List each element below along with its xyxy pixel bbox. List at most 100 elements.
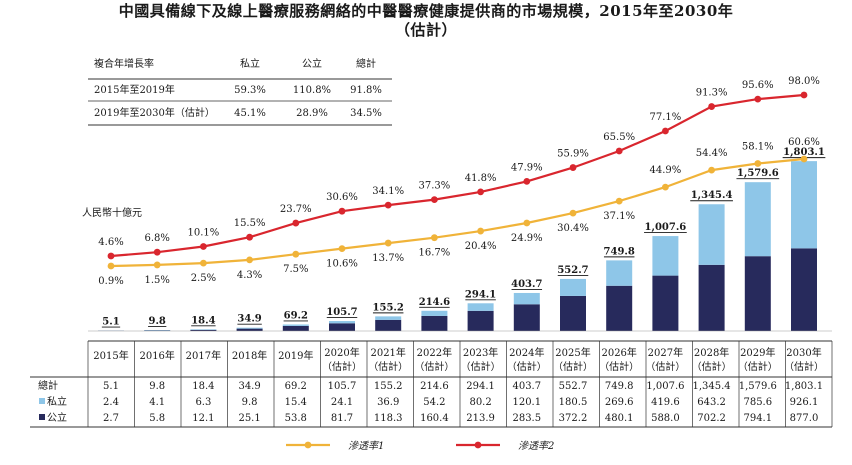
bar-total-label: 1,345.4: [691, 190, 733, 201]
penetration-2-label: 77.1%: [650, 112, 682, 123]
penetration-2-point: [200, 243, 207, 250]
penetration-1-point: [107, 262, 115, 270]
bar-total-label: 69.2: [284, 310, 308, 321]
bar-public-10: [560, 295, 586, 331]
bar-total-label: 1,579.6: [737, 168, 779, 179]
bar-public-3: [236, 328, 263, 331]
table-year-header: 2016年: [139, 349, 174, 362]
penetration-2-point: [754, 95, 762, 103]
table-cell-value: 1,345.4: [693, 381, 731, 392]
table-year-header: （估計）: [645, 360, 685, 373]
table-cell-value: 69.2: [285, 381, 307, 392]
penetration-line-1: [110, 157, 805, 268]
table-year-header: 2029年: [740, 346, 775, 359]
penetration-1-label: 13.7%: [372, 253, 404, 264]
penetration-2-point: [384, 201, 392, 209]
penetration-1-point: [708, 166, 715, 174]
table-cell-value: 105.7: [328, 381, 357, 392]
bar-public-12: [652, 275, 679, 331]
bar-private-15: [791, 161, 817, 249]
table-cell-value: 794.1: [743, 413, 772, 424]
cagr-table-cell: 110.8%: [293, 85, 331, 96]
bar-public-13: [698, 264, 725, 331]
bar-total-label: 105.7: [326, 307, 357, 318]
bar-private-5: [329, 321, 355, 324]
bar-total-label: 9.8: [148, 316, 165, 327]
bar-public-11: [606, 285, 633, 331]
penetration-1-point: [200, 259, 207, 267]
table-cell-value: 12.1: [192, 413, 214, 424]
table-year-header: 2026年: [601, 346, 636, 359]
table-cell-value: 214.6: [420, 381, 449, 392]
penetration-2-point: [569, 164, 577, 171]
table-cell-value: 419.6: [651, 397, 680, 408]
bar-private-8: [467, 303, 494, 311]
table-cell-value: 643.2: [697, 397, 726, 408]
table-cell-value: 34.9: [238, 381, 260, 392]
table-cell-value: 372.2: [559, 413, 588, 424]
table-year-header: （估計）: [461, 360, 501, 373]
bar-public-8: [467, 310, 494, 331]
bar-total-label: 5.1: [102, 317, 119, 328]
bar-private-9: [513, 292, 540, 305]
penetration-2-label: 98.0%: [788, 76, 820, 87]
penetration-2-point: [615, 147, 623, 155]
table-year-header: （估計）: [553, 360, 593, 373]
table-cell-value: 36.9: [377, 397, 399, 408]
penetration-line-2: [110, 93, 805, 258]
penetration-2-label: 91.3%: [696, 88, 728, 99]
table-cell-value: 155.2: [374, 381, 403, 392]
cagr-table-cell: 91.8%: [350, 85, 382, 96]
penetration-1-label: 37.1%: [603, 211, 635, 222]
bar-private-2: [190, 329, 217, 330]
penetration-1-label: 10.6%: [326, 259, 358, 270]
table-year-header: 2023年: [463, 346, 498, 359]
table-cell-value: 1,007.6: [646, 381, 684, 392]
bar-total-label: 34.9: [237, 314, 261, 325]
penetration-2-point: [662, 127, 669, 135]
penetration-2-label: 95.6%: [742, 80, 774, 91]
penetration-1-label: 20.4%: [465, 241, 497, 252]
table-cell-value: 15.4: [285, 397, 307, 408]
public-swatch: [39, 414, 45, 420]
penetration-1-point: [338, 245, 346, 253]
penetration-2-point: [338, 207, 346, 215]
table-cell-value: 702.2: [697, 413, 726, 424]
chart-title: 中國具備線下及線上醫療服務網絡的中醫醫療健康提供商的市場規模，2015年至203…: [0, 2, 852, 40]
penetration-1-point: [384, 239, 392, 247]
table-cell-value: 480.1: [605, 413, 634, 424]
penetration-1-point: [569, 209, 577, 217]
penetration-1-label: 1.5%: [144, 275, 169, 286]
bar-public-15: [791, 248, 817, 331]
table-cell-value: 6.3: [195, 397, 211, 408]
table-cell-value: 4.1: [149, 397, 165, 408]
bar-total-label: 155.2: [373, 302, 404, 313]
penetration-1-label: 0.9%: [98, 276, 123, 287]
table-year-header: （估計）: [738, 360, 778, 373]
table-year-header: （估計）: [599, 360, 639, 373]
penetration-1-label: 58.1%: [742, 141, 774, 152]
penetration-1-point: [523, 219, 531, 227]
penetration-2-label: 41.8%: [465, 173, 497, 184]
cagr-table-cell: 59.3%: [234, 85, 266, 96]
penetration-1-label: 30.4%: [557, 223, 589, 234]
bar-total-label: 403.7: [511, 279, 542, 290]
penetration-2-point: [708, 103, 715, 110]
penetration-2-label: 4.6%: [98, 237, 123, 248]
penetration-2-point: [477, 188, 484, 196]
penetration-2-label: 15.5%: [234, 218, 266, 229]
table-year-header: 2021年: [370, 346, 405, 359]
y-axis-unit-label: 人民幣十億元: [82, 206, 142, 219]
table-year-header: 2028年: [694, 346, 729, 359]
legend-marker-2: [474, 441, 482, 449]
bar-private-13: [698, 204, 725, 265]
penetration-1-point: [800, 155, 808, 163]
table-year-header: （估計）: [784, 360, 824, 373]
penetration-1-label: 4.3%: [237, 270, 262, 281]
table-year-header: （估計）: [322, 360, 362, 373]
cagr-header-cell: 複合年增長率: [94, 57, 154, 70]
table-cell-value: 588.0: [651, 413, 680, 424]
penetration-2-label: 34.1%: [372, 186, 404, 197]
table-cell-value: 2.7: [103, 413, 119, 424]
